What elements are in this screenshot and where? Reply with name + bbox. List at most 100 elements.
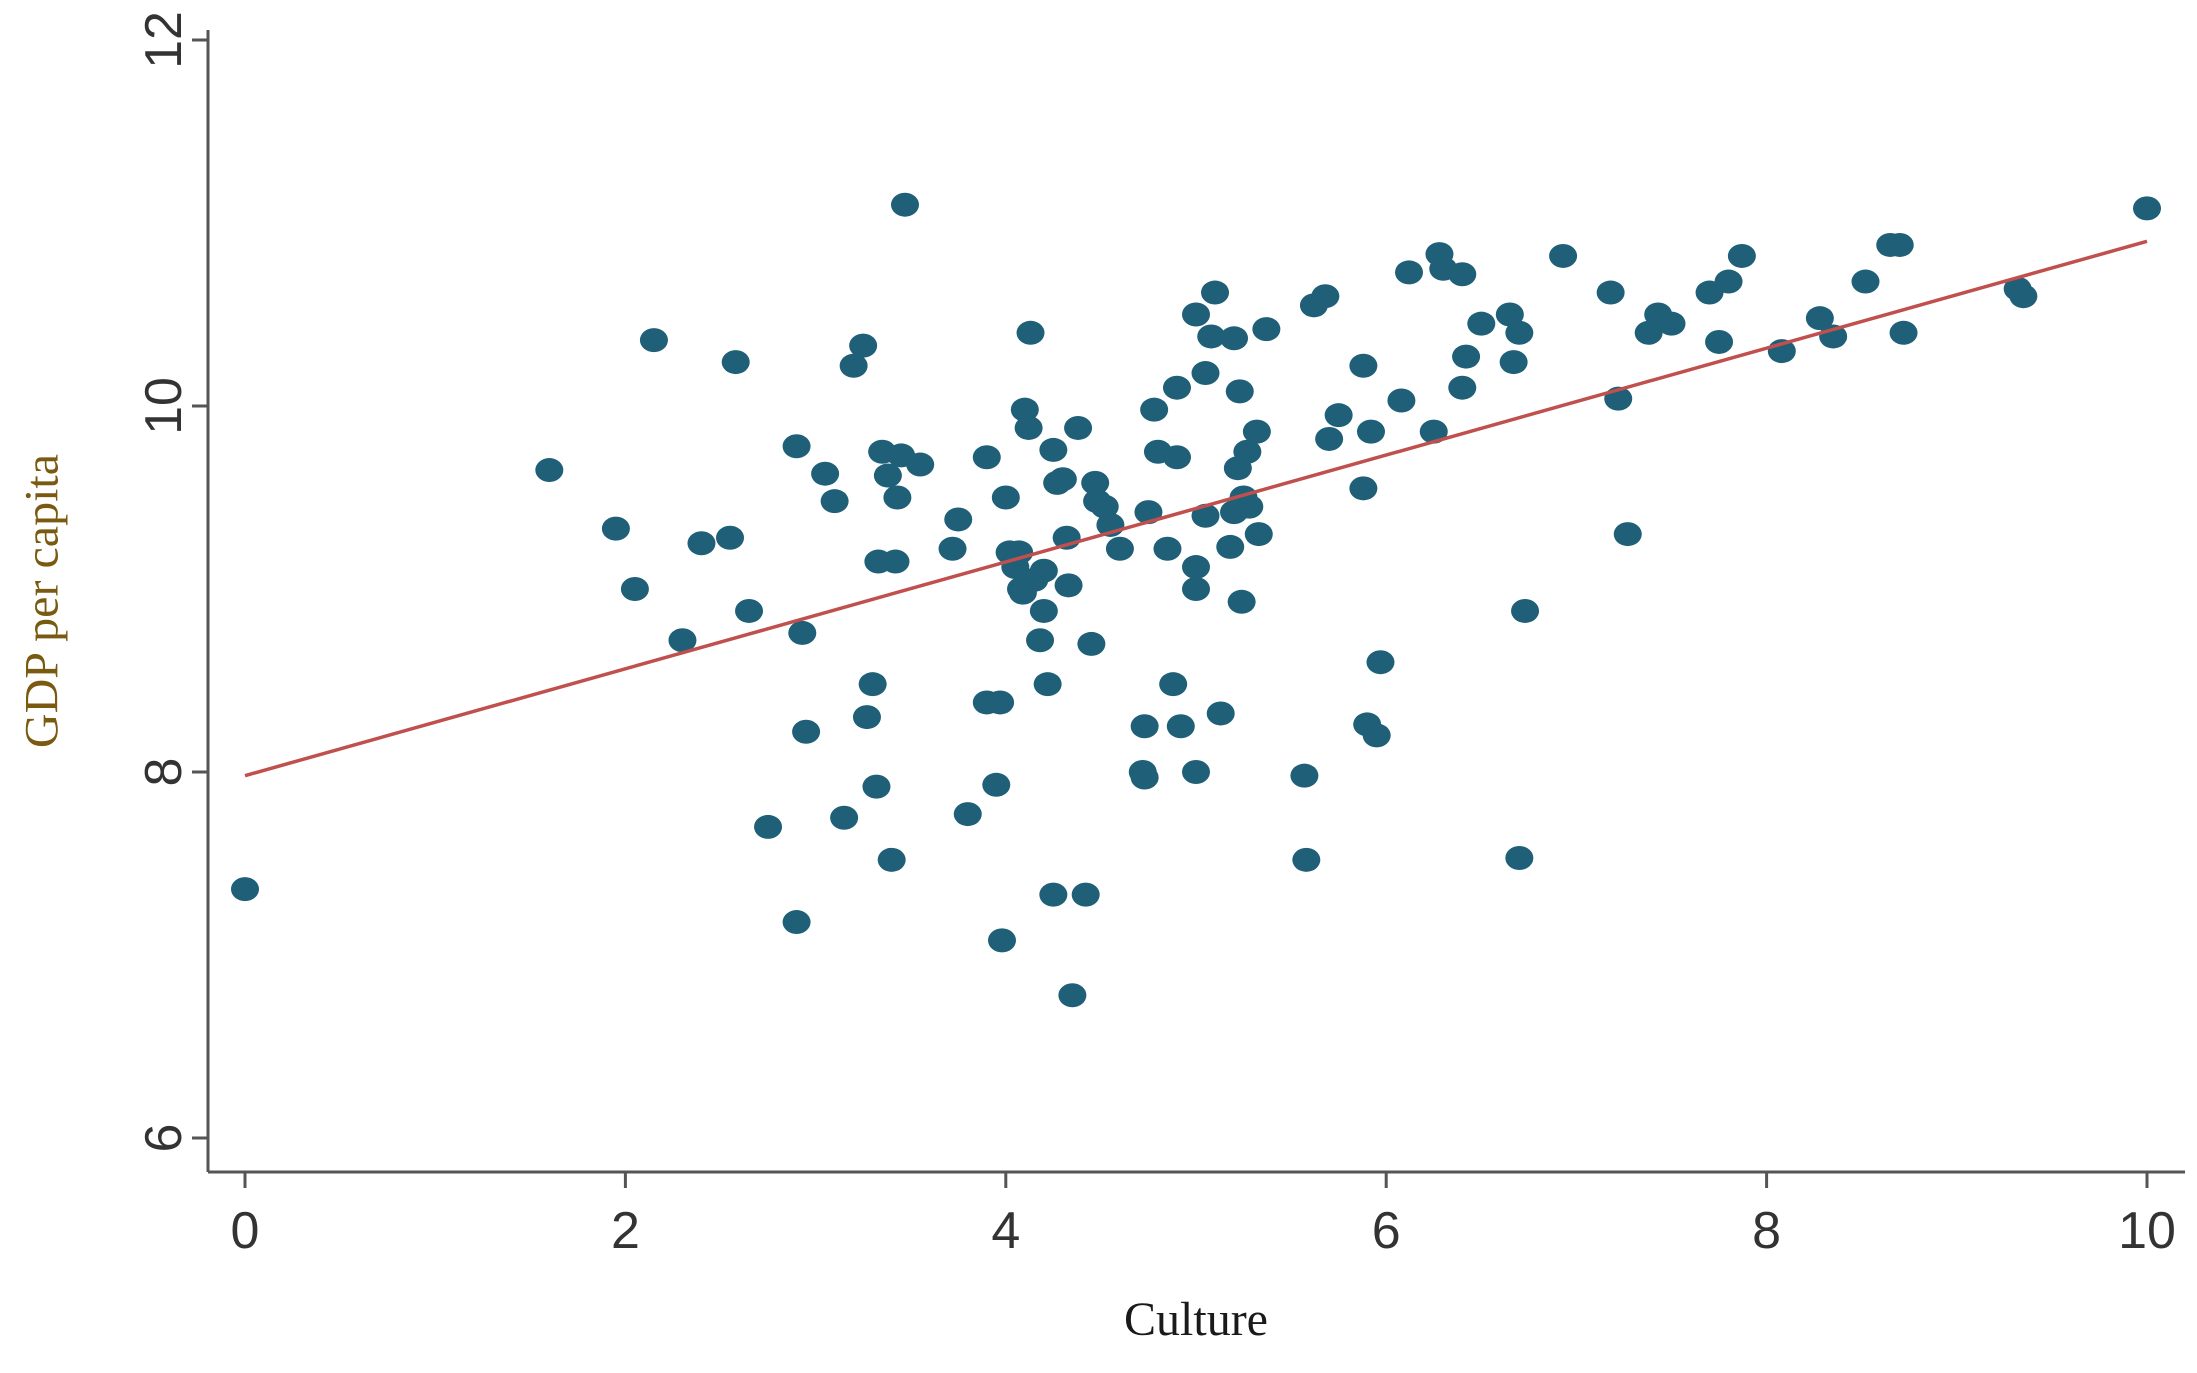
- y-tick-label: 8: [135, 758, 193, 787]
- x-tick-label: 2: [611, 1202, 640, 1260]
- scatter-point: [1505, 846, 1534, 871]
- scatter-point: [1292, 847, 1321, 872]
- scatter-point: [1505, 320, 1534, 345]
- scatter-point: [1452, 344, 1481, 369]
- scatter-point: [1054, 573, 1083, 598]
- scatter-point: [1191, 361, 1220, 386]
- scatter-point: [668, 628, 697, 653]
- scatter-point: [881, 549, 910, 574]
- scatter-point: [1191, 503, 1220, 528]
- scatter-point: [1220, 326, 1249, 351]
- scatter-point: [1010, 397, 1039, 422]
- scatter-point: [839, 353, 868, 378]
- scatter-point: [1048, 467, 1077, 492]
- scatter-point: [849, 333, 878, 358]
- scatter-point: [1014, 415, 1043, 440]
- scatter-point: [883, 485, 912, 510]
- scatter-point: [1366, 650, 1395, 675]
- scatter-point: [1206, 701, 1235, 726]
- scatter-point: [1311, 284, 1340, 309]
- scatter-point: [944, 507, 973, 532]
- scatter-point: [1657, 311, 1686, 336]
- scatter-point: [716, 525, 745, 550]
- scatter-point: [1029, 598, 1058, 623]
- scatter-point: [2009, 284, 2038, 309]
- y-axis-ticks: 6 8 10 12: [135, 11, 208, 1152]
- scatter-point: [1387, 388, 1416, 413]
- scatter-point: [1549, 243, 1578, 268]
- scatter-point: [953, 802, 982, 827]
- scatter-point: [820, 489, 849, 514]
- scatter-point: [1064, 415, 1093, 440]
- scatter-point: [1889, 320, 1918, 345]
- scatter-point: [1153, 536, 1182, 561]
- scatter-point: [1885, 232, 1914, 257]
- scatter-point: [782, 434, 811, 459]
- scatter-point: [782, 910, 811, 935]
- scatter-point: [1140, 397, 1169, 422]
- scatter-point: [1495, 302, 1524, 327]
- scatter-point: [991, 485, 1020, 510]
- scatter-point: [987, 928, 1016, 953]
- scatter-point: [1058, 983, 1087, 1008]
- y-tick-label: 6: [135, 1124, 193, 1153]
- x-tick-label: 4: [991, 1202, 1020, 1260]
- scatter-point: [1324, 403, 1353, 428]
- scatter-point: [1130, 714, 1159, 739]
- scatter-point: [1244, 522, 1273, 547]
- scatter-point: [1182, 555, 1210, 580]
- scatter-point: [1090, 494, 1119, 519]
- scatter-point: [972, 445, 1001, 470]
- scatter-point: [735, 598, 764, 623]
- scatter-point: [830, 805, 859, 830]
- scatter-point: [601, 516, 630, 541]
- scatter-point: [1349, 353, 1378, 378]
- scatter-point: [1081, 470, 1110, 495]
- axes: 0 2 4 6 8 10 6 8 10 12: [135, 11, 2185, 1260]
- scatter-point: [1511, 598, 1540, 623]
- scatter-point: [1039, 882, 1068, 907]
- scatter-point: [1227, 589, 1256, 614]
- scatter-point: [1467, 311, 1496, 336]
- scatter-point: [1805, 306, 1834, 331]
- scatter-point: [1235, 494, 1264, 519]
- scatter-point: [1182, 302, 1210, 327]
- y-axis-title: GDP per capita: [16, 454, 69, 748]
- scatter-point: [1029, 558, 1058, 583]
- scatter-point: [1705, 329, 1734, 354]
- scatter-point: [535, 458, 564, 483]
- scatter-point: [2133, 196, 2161, 221]
- x-axis-ticks: 0 2 4 6 8 10: [231, 1172, 2176, 1260]
- scatter-point: [1356, 419, 1385, 444]
- scatter-point: [982, 772, 1011, 797]
- scatter-point: [852, 705, 881, 730]
- scatter-point: [1499, 350, 1528, 375]
- y-tick-label: 12: [135, 11, 193, 69]
- scatter-point: [1033, 672, 1062, 697]
- scatter-point: [1182, 577, 1210, 601]
- scatter-point: [1077, 631, 1106, 656]
- scatter-point: [1315, 426, 1344, 451]
- scatter-point: [1395, 260, 1424, 285]
- scatter-point: [1166, 714, 1195, 739]
- scatter-point: [890, 192, 919, 217]
- scatter-point: [1448, 375, 1477, 400]
- scatter-point: [1216, 534, 1245, 559]
- scatter-point: [1130, 765, 1159, 790]
- scatter-point: [1105, 536, 1134, 561]
- scatter-point: [1419, 419, 1448, 444]
- scatter-point: [1714, 269, 1743, 294]
- scatter-point: [1071, 882, 1100, 907]
- scatter-point: [1026, 628, 1055, 653]
- scatter-point: [1162, 375, 1191, 400]
- scatter-point: [1851, 269, 1880, 294]
- scatter-point: [1016, 320, 1045, 345]
- scatter-point: [873, 463, 902, 488]
- scatter-point: [1596, 280, 1625, 305]
- scatter-point: [1252, 317, 1281, 342]
- y-tick-label: 10: [135, 377, 193, 435]
- x-axis-title: Culture: [1124, 1293, 1268, 1346]
- scatter-point: [862, 774, 891, 799]
- scatter-point: [877, 847, 906, 872]
- scatter-point: [858, 672, 887, 697]
